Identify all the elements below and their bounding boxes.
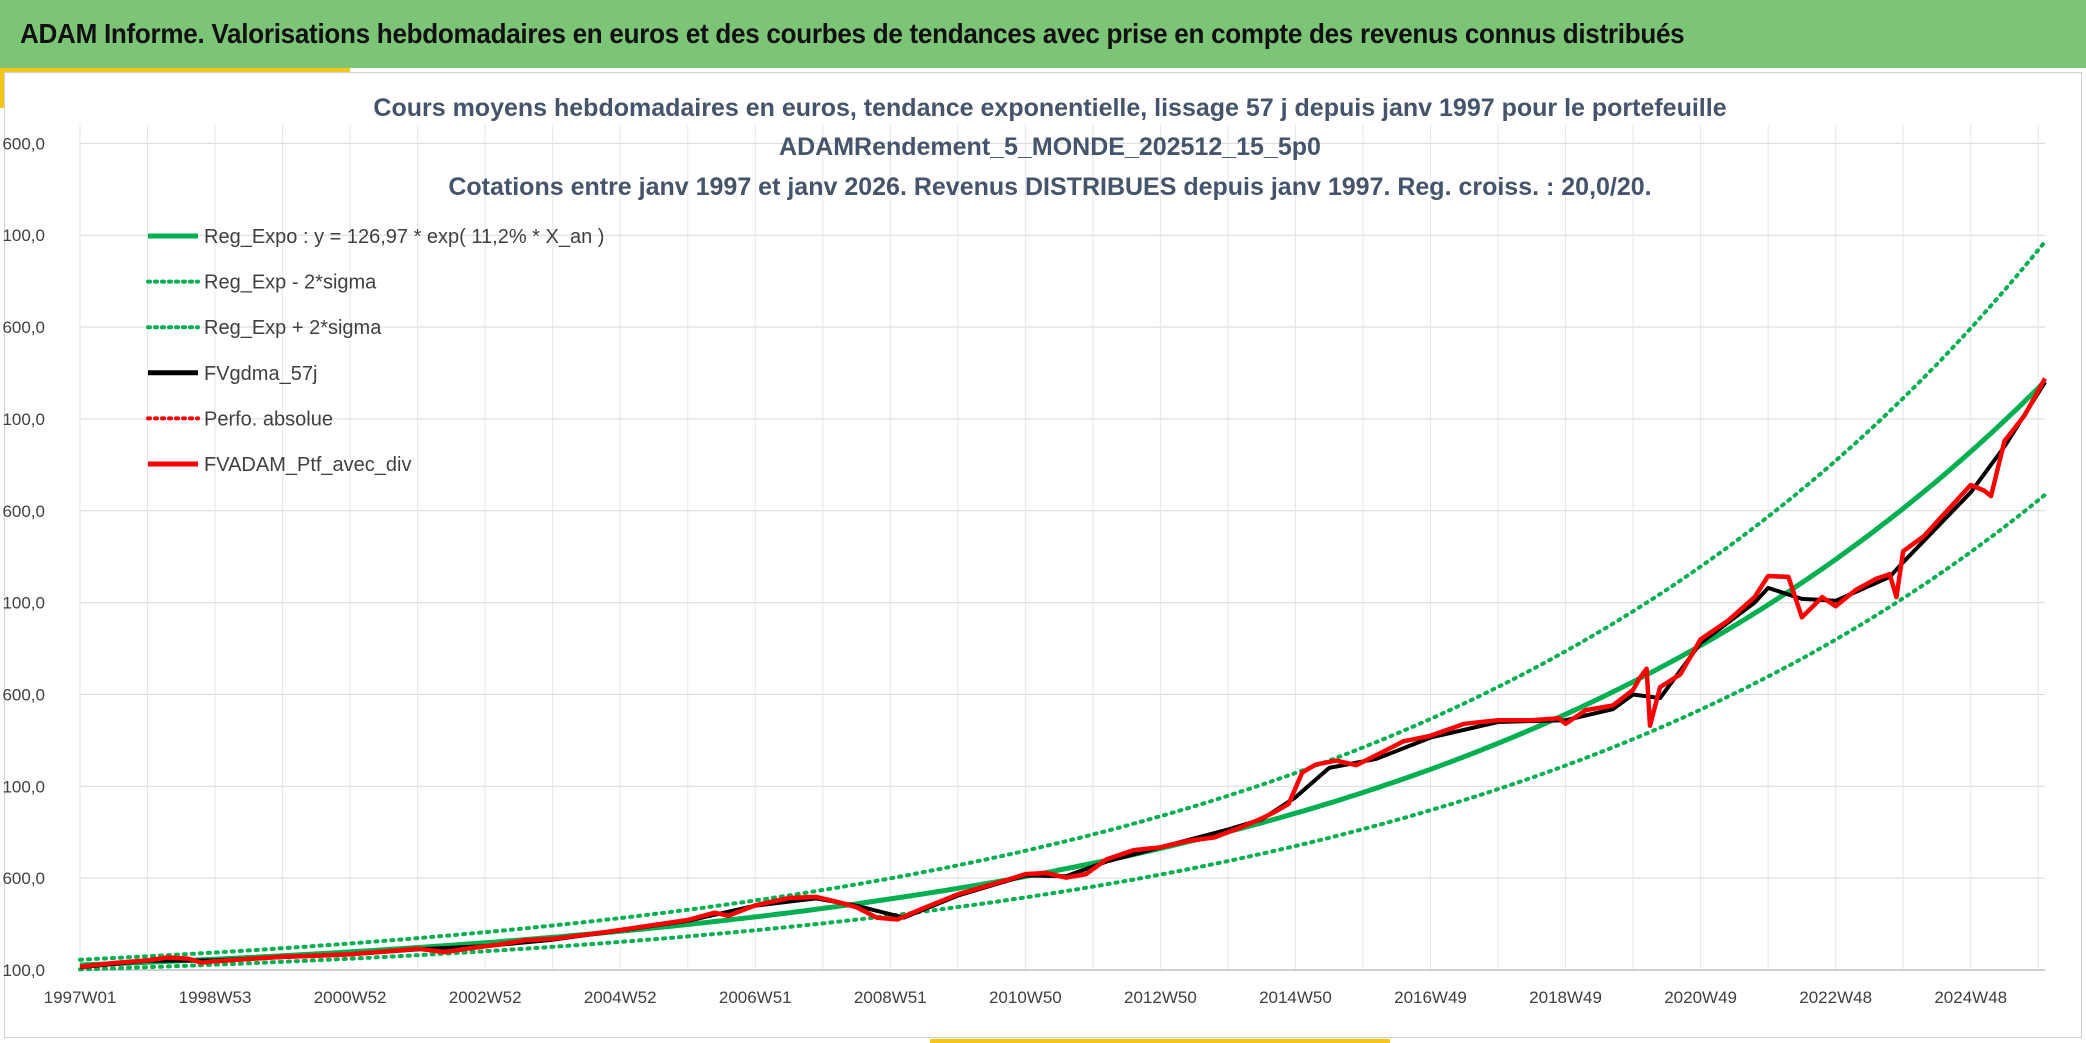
chart-title-line-1: Cours moyens hebdomadaires en euros, ten… — [373, 94, 1726, 122]
accent-bar-top — [0, 68, 350, 73]
x-tick-label: 2006W51 — [719, 988, 792, 1007]
legend-reg-expo: Reg_Expo : y = 126,97 * exp( 11,2% * X_a… — [148, 226, 604, 248]
x-tick-label: 2002W52 — [449, 988, 522, 1007]
legend-perfo-absolue-label: Perfo. absolue — [204, 408, 333, 430]
x-tick-label: 1997W01 — [44, 988, 117, 1007]
legend: Reg_Expo : y = 126,97 * exp( 11,2% * X_a… — [146, 226, 604, 476]
legend-fvadam-ptf: FVADAM_Ptf_avec_div — [148, 454, 412, 476]
legend-perfo-absolue: Perfo. absolue — [146, 408, 333, 430]
legend-fvadam-ptf-label: FVADAM_Ptf_avec_div — [204, 454, 412, 476]
legend-fvgdma: FVgdma_57j — [148, 363, 317, 385]
chart-frame — [4, 72, 2082, 1038]
fvadam-ptf-line — [79, 377, 2047, 969]
legend-reg-exp-minus: Reg_Exp - 2*sigma — [146, 272, 377, 294]
accent-bar-left — [0, 68, 5, 108]
x-tick-label: 2018W49 — [1529, 988, 1602, 1007]
x-tick-label: 2008W51 — [854, 988, 927, 1007]
x-tick-label: 2020W49 — [1664, 988, 1737, 1007]
accent-bar-bottom — [930, 1039, 1390, 1043]
legend-reg-exp-minus-label: Reg_Exp - 2*sigma — [204, 272, 377, 294]
x-tick-label: 2004W52 — [584, 988, 657, 1007]
header-banner: ADAM Informe. Valorisations hebdomadaire… — [0, 0, 2086, 68]
x-tick-label: 2000W52 — [314, 988, 387, 1007]
banner-title: ADAM Informe. Valorisations hebdomadaire… — [20, 18, 1685, 49]
legend-reg-expo-label: Reg_Expo : y = 126,97 * exp( 11,2% * X_a… — [204, 226, 604, 248]
y-tick-label: 2 100,0 — [0, 594, 45, 613]
y-tick-label: 600,0 — [2, 869, 45, 888]
y-axis: 100,0 600,0 1 100,0 1 600,0 2 100,0 2 600,0 3 … — [0, 134, 45, 980]
x-tick-label: 2016W49 — [1394, 988, 1467, 1007]
x-tick-label: 2014W50 — [1259, 988, 1332, 1007]
reg-exp-minus-2sigma-line — [78, 492, 2047, 972]
legend-fvgdma-label: FVgdma_57j — [204, 363, 317, 385]
y-tick-label: 2 600,0 — [0, 502, 45, 521]
y-tick-label: 4 600,0 — [0, 134, 45, 153]
legend-reg-exp-plus: Reg_Exp + 2*sigma — [146, 317, 382, 339]
chart-title-line-2: ADAMRendement_5_MONDE_202512_15_5p0 — [779, 133, 1321, 161]
y-tick-label: 4 100,0 — [0, 226, 45, 245]
x-tick-label: 2024W48 — [1934, 988, 2007, 1007]
y-tick-label: 1 100,0 — [0, 777, 45, 796]
y-tick-label: 1 600,0 — [0, 685, 45, 704]
x-axis: 1997W01 1998W53 2000W52 2002W52 2004W52 2006W… — [44, 969, 2045, 1007]
y-tick-label: 3 100,0 — [0, 410, 45, 429]
chart-title: Cours moyens hebdomadaires en euros, ten… — [373, 94, 1726, 201]
x-tick-label: 1998W53 — [179, 988, 252, 1007]
x-tick-label: 2010W50 — [989, 988, 1062, 1007]
x-tick-label: 2022W48 — [1799, 988, 1872, 1007]
plot-area — [78, 239, 2047, 972]
x-tick-label: 2012W50 — [1124, 988, 1197, 1007]
y-tick-label: 3 600,0 — [0, 318, 45, 337]
chart-title-line-3: Cotations entre janv 1997 et janv 2026. … — [448, 173, 1651, 201]
legend-reg-exp-plus-label: Reg_Exp + 2*sigma — [204, 317, 382, 339]
chart-grid — [79, 125, 2045, 971]
reg-exp-plus-2sigma-line — [78, 239, 2047, 962]
y-tick-label: 100,0 — [2, 961, 45, 980]
